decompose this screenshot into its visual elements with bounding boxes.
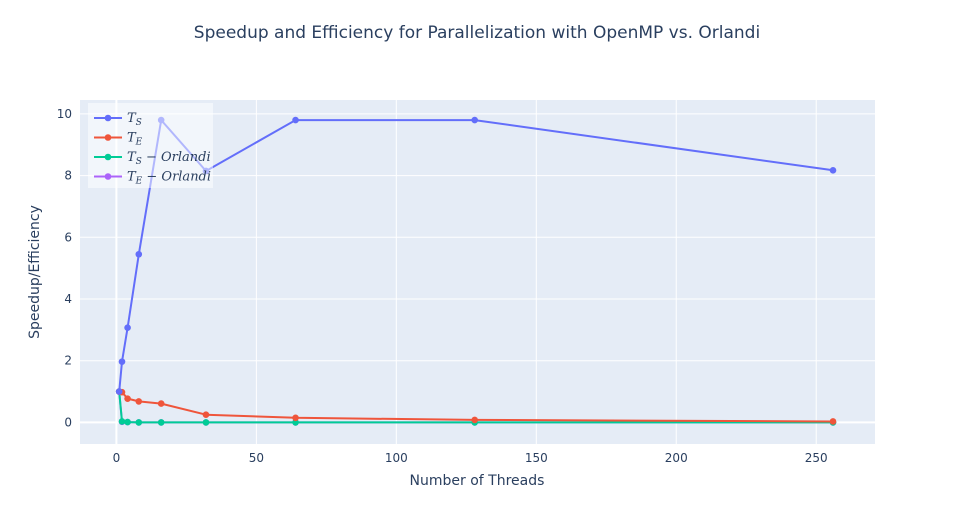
x-tick-label: 100	[385, 451, 408, 465]
series-ts-orlandi[interactable]	[115, 388, 837, 426]
y-tick-label: 0	[64, 415, 72, 429]
data-point[interactable]	[135, 398, 143, 405]
x-tick-label: 200	[665, 451, 688, 465]
data-point[interactable]	[118, 418, 126, 425]
legend-swatch-marker	[104, 114, 112, 122]
legend-swatch-marker	[104, 173, 112, 180]
y-axis-title: Speedup/Efficiency	[27, 205, 43, 339]
data-point[interactable]	[157, 419, 165, 426]
y-tick-labels: 0 2 4 6 8 10	[57, 107, 72, 430]
data-point[interactable]	[292, 419, 299, 426]
x-tick-label: 250	[805, 451, 828, 465]
legend-item[interactable]: TE − Orlandi	[94, 170, 211, 187]
y-tick-label: 2	[64, 354, 72, 368]
legend-item[interactable]: TS − Orlandi	[94, 150, 211, 167]
legend-label: TE − Orlandi	[127, 170, 211, 187]
data-point[interactable]	[829, 167, 837, 174]
data-point[interactable]	[829, 418, 837, 425]
data-point[interactable]	[135, 250, 143, 258]
legend-label: TE	[127, 131, 143, 148]
legend-label: TS − Orlandi	[127, 150, 211, 167]
legend[interactable]: TS TE TS − Orlandi TE − Orlandi	[88, 103, 213, 188]
legend-swatch-marker	[104, 134, 112, 141]
x-axis-title: Number of Threads	[410, 473, 545, 489]
data-point[interactable]	[115, 388, 123, 395]
data-point[interactable]	[292, 414, 299, 422]
legend-item[interactable]: TE	[94, 131, 143, 148]
chart-title: Speedup and Efficiency for Parallelizati…	[194, 23, 760, 43]
data-point[interactable]	[118, 358, 126, 365]
data-point[interactable]	[124, 324, 131, 331]
x-tick-labels: 0 50 100 150 200 250	[113, 451, 828, 465]
data-point[interactable]	[471, 116, 479, 124]
data-point[interactable]	[157, 400, 165, 407]
data-point[interactable]	[135, 419, 143, 426]
y-tick-label: 6	[64, 230, 72, 244]
x-tick-label: 0	[113, 451, 121, 465]
legend-label: TS	[127, 111, 142, 128]
y-tick-label: 8	[64, 169, 72, 183]
y-tick-label: 4	[64, 292, 72, 306]
x-tick-label: 50	[249, 451, 264, 465]
x-tick-label: 150	[525, 451, 548, 465]
legend-swatch-marker	[104, 153, 112, 161]
data-point[interactable]	[292, 116, 299, 124]
data-point[interactable]	[471, 416, 479, 424]
data-point[interactable]	[202, 411, 210, 418]
data-point[interactable]	[202, 419, 210, 426]
data-point[interactable]	[124, 395, 131, 402]
data-point[interactable]	[124, 418, 131, 426]
y-tick-label: 10	[57, 107, 72, 121]
legend-item[interactable]: TS	[94, 111, 142, 128]
